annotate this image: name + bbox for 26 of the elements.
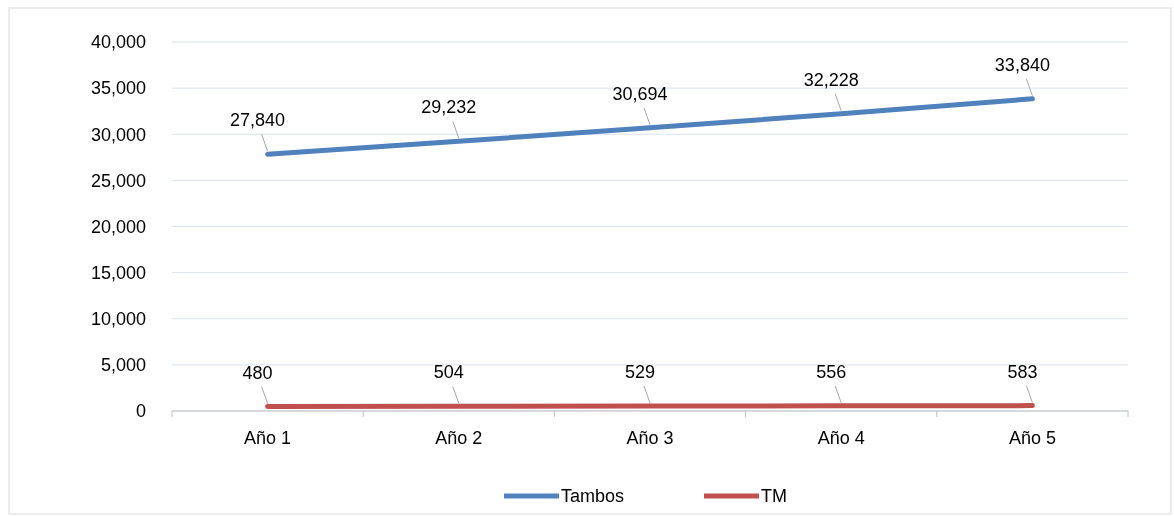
y-tick-label: 30,000: [90, 124, 146, 145]
data-label: 480: [242, 362, 273, 383]
data-label: 30,694: [612, 83, 668, 104]
y-tick-label: 15,000: [90, 262, 146, 283]
data-label: 529: [624, 362, 656, 383]
data-label: 33,840: [994, 54, 1050, 75]
data-label: 29,232: [421, 97, 477, 118]
y-tick-label: 35,000: [90, 78, 146, 99]
legend-label: TM: [761, 486, 787, 507]
x-tick-label: Año 3: [626, 428, 674, 448]
data-label: 27,840: [230, 110, 286, 131]
legend-label: Tambos: [561, 486, 625, 507]
y-tick-label: 5,000: [100, 355, 146, 376]
data-label: 583: [1007, 361, 1038, 382]
y-tick-label: 0: [135, 401, 146, 422]
x-tick-label: Año 1: [244, 428, 292, 448]
x-tick-label: Año 5: [1008, 428, 1056, 448]
data-label: 556: [816, 361, 847, 382]
y-tick-label: 25,000: [90, 170, 146, 191]
x-tick-label: Año 4: [817, 428, 865, 448]
x-tick-label: Año 2: [435, 428, 483, 448]
y-tick-label: 40,000: [90, 32, 146, 53]
y-tick-label: 20,000: [90, 216, 146, 237]
data-label: 504: [433, 362, 464, 383]
data-label: 32,228: [803, 69, 859, 90]
y-tick-label: 10,000: [90, 309, 146, 330]
